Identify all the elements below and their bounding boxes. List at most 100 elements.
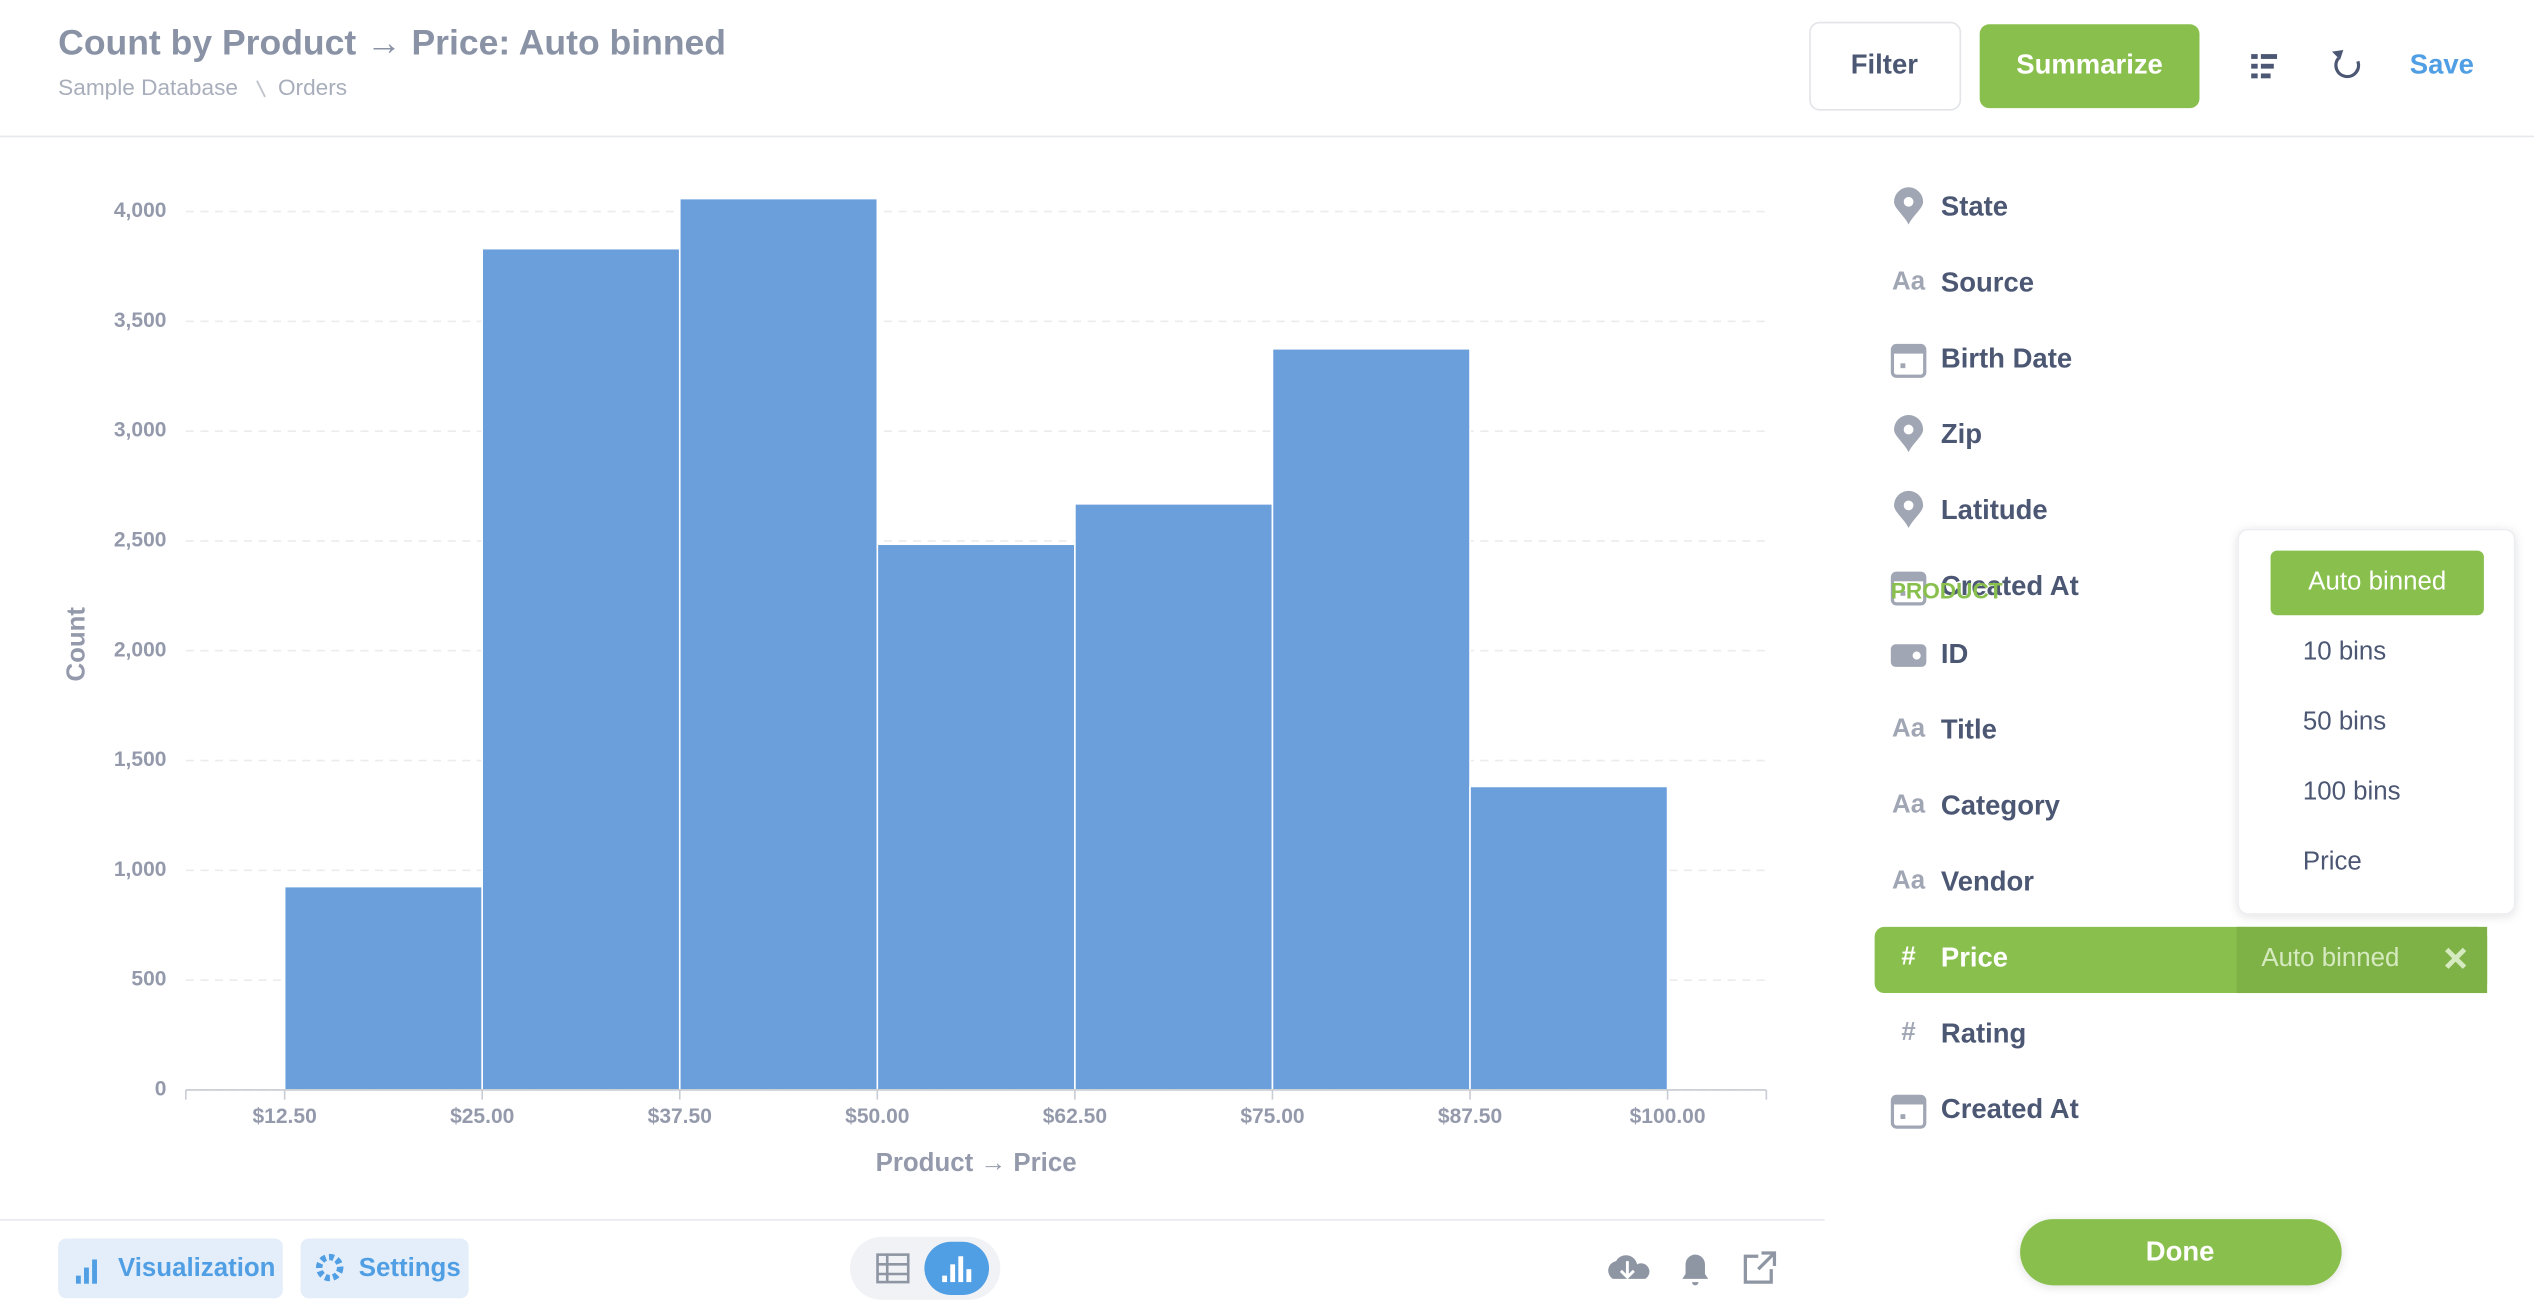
popup bbox=[2237, 528, 2516, 915]
y-tick-label: 0 bbox=[155, 1077, 167, 1100]
refresh-icon[interactable] bbox=[2334, 57, 2361, 79]
field-icon: # bbox=[1901, 1018, 1915, 1046]
y-axis-label: Count bbox=[62, 607, 90, 682]
viz-label[interactable]: Visualization bbox=[118, 1254, 275, 1282]
viz-icon bbox=[75, 1275, 81, 1284]
chart-toggle[interactable] bbox=[924, 1241, 990, 1296]
done-label[interactable]: Done bbox=[2146, 1235, 2215, 1266]
binning-label[interactable]: Auto binned bbox=[2261, 944, 2399, 972]
header: Count by Product → Price: Auto binned Sam… bbox=[0, 0, 2534, 138]
option[interactable]: Auto binned bbox=[2308, 568, 2446, 596]
calendar-icon bbox=[1892, 345, 1925, 354]
x-axis-label: Product → Price bbox=[876, 1149, 1077, 1177]
refresh-icon bbox=[2331, 50, 2344, 60]
share-icon[interactable] bbox=[1743, 1251, 1777, 1284]
y-tick-label: 2,500 bbox=[114, 528, 167, 551]
x-tick-label: $50.00 bbox=[845, 1105, 909, 1128]
viz-icon bbox=[84, 1267, 89, 1284]
bar bbox=[678, 197, 879, 1091]
field-icon: # bbox=[1901, 942, 1915, 970]
table-icon bbox=[877, 1254, 909, 1283]
option[interactable]: 10 bins bbox=[2303, 638, 2386, 666]
field-icon: Aa bbox=[1892, 715, 1926, 743]
x-tick-label: $12.50 bbox=[252, 1105, 316, 1128]
summarize-button[interactable] bbox=[1979, 24, 2200, 109]
chart-icon bbox=[966, 1269, 972, 1283]
notebook-icon[interactable] bbox=[2260, 63, 2274, 69]
bar bbox=[876, 543, 1076, 1091]
field-label[interactable]: Created At bbox=[1941, 1093, 2079, 1124]
x-tick-label: $87.50 bbox=[1438, 1105, 1502, 1128]
field-label[interactable]: Price bbox=[1941, 941, 2008, 972]
bar bbox=[1074, 503, 1274, 1091]
calendar-icon bbox=[1892, 573, 1925, 582]
calendar-icon bbox=[1900, 590, 1906, 596]
notebook-icon[interactable] bbox=[2251, 73, 2258, 79]
bar bbox=[481, 247, 681, 1091]
save-link[interactable]: Save bbox=[2410, 48, 2474, 79]
chart-icon bbox=[942, 1275, 948, 1283]
settings-button[interactable] bbox=[300, 1238, 469, 1299]
notebook-icon[interactable] bbox=[2251, 54, 2258, 59]
y-tick-label: 1,000 bbox=[114, 858, 167, 881]
y-tick-label: 2,000 bbox=[114, 638, 167, 661]
pin-icon bbox=[1894, 187, 1924, 225]
y-tick-label: 1,500 bbox=[114, 748, 167, 771]
breadcrumb[interactable]: Orders bbox=[278, 75, 347, 100]
bar bbox=[1271, 347, 1471, 1091]
field-label[interactable]: Birth Date bbox=[1941, 342, 2072, 373]
title: Count by Product → Price: Auto binned bbox=[58, 23, 726, 63]
calendar-icon bbox=[1892, 1096, 1925, 1105]
settings-label[interactable]: Settings bbox=[359, 1254, 461, 1282]
field-label[interactable]: Created At bbox=[1941, 570, 2079, 601]
y-tick-label: 3,500 bbox=[114, 309, 167, 332]
download-icon bbox=[1619, 1261, 1635, 1280]
alert-icon[interactable] bbox=[1682, 1254, 1709, 1286]
table-icon[interactable] bbox=[876, 1253, 910, 1284]
field-label[interactable]: Latitude bbox=[1941, 494, 2048, 525]
id-icon bbox=[1890, 644, 1927, 667]
done-button[interactable] bbox=[2020, 1219, 2342, 1286]
viz-button[interactable] bbox=[58, 1238, 283, 1299]
field-label[interactable]: Rating bbox=[1941, 1017, 2026, 1048]
binning-pill bbox=[2236, 926, 2488, 994]
field-label[interactable]: Source bbox=[1941, 266, 2034, 297]
bar bbox=[283, 885, 484, 1091]
sidebar: State Aa Source Birth Date Zip Latitude Create… bbox=[1826, 137, 2534, 1316]
notebook-icon[interactable] bbox=[2260, 73, 2271, 79]
option-highlight bbox=[2270, 550, 2484, 616]
notebook-icon[interactable] bbox=[2251, 63, 2258, 69]
field-label[interactable]: State bbox=[1941, 191, 2008, 222]
field-icon: Aa bbox=[1892, 866, 1926, 894]
bar bbox=[1469, 785, 1669, 1091]
x-tick-label: $62.50 bbox=[1043, 1105, 1107, 1128]
field-label[interactable]: Title bbox=[1941, 714, 1997, 745]
notebook-icon[interactable] bbox=[2260, 54, 2278, 59]
filter-label[interactable]: Filter bbox=[1851, 48, 1918, 79]
field-icon: Aa bbox=[1892, 791, 1926, 819]
remove-icon[interactable] bbox=[2445, 947, 2467, 969]
field-label[interactable]: ID bbox=[1941, 638, 1968, 669]
viz-icon bbox=[92, 1259, 97, 1284]
option[interactable]: 50 bins bbox=[2303, 708, 2386, 736]
section-title: PRODUCT bbox=[1891, 579, 2003, 604]
field-label[interactable]: Zip bbox=[1941, 418, 1982, 449]
x-tick-label: $25.00 bbox=[450, 1105, 514, 1128]
field-icon: Aa bbox=[1892, 267, 1926, 295]
filter-button[interactable] bbox=[1809, 21, 1962, 111]
field-label[interactable]: Category bbox=[1941, 790, 2061, 821]
gear-icon bbox=[315, 1253, 344, 1282]
y-tick-label: 3,000 bbox=[114, 419, 167, 442]
field-label[interactable]: Vendor bbox=[1941, 866, 2034, 897]
option[interactable]: 100 bins bbox=[2303, 778, 2401, 806]
chart-icon bbox=[950, 1264, 956, 1283]
chart-icon bbox=[958, 1256, 964, 1283]
x-tick-label: $75.00 bbox=[1240, 1105, 1304, 1128]
chart-area: 0 500 1,000 1,500 2,000 2,500 3,000 3,500 4,000 $… bbox=[62, 197, 1768, 1177]
breadcrumb[interactable]: Sample Database bbox=[58, 75, 238, 100]
footer: Visualization Settings bbox=[0, 1219, 1825, 1300]
option[interactable]: Price bbox=[2303, 847, 2362, 875]
summarize-label[interactable]: Summarize bbox=[2016, 48, 2163, 79]
